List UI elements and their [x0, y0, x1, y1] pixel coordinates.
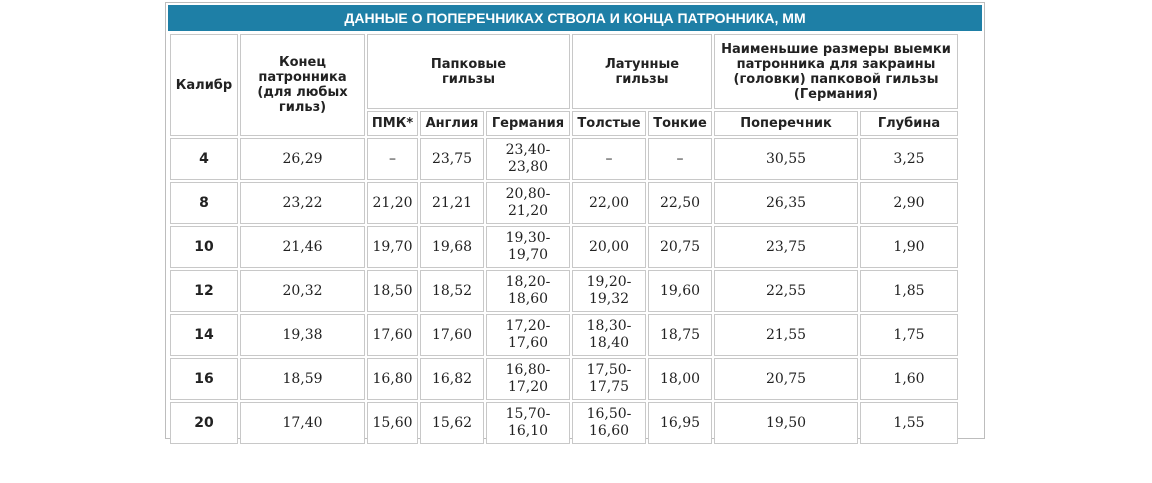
table-row: 12 20,32 18,50 18,52 18,20- 18,60 19,20- 19,32 1…: [170, 270, 958, 312]
cell-caliber: 8: [170, 182, 238, 224]
cell-england: 18,52: [420, 270, 484, 312]
cell-diameter: 26,35: [714, 182, 858, 224]
table-row: 20 17,40 15,60 15,62 15,70- 16,10 16,50- 16,60 1…: [170, 402, 958, 444]
cell-pmk: 19,70: [367, 226, 418, 268]
cell-england: 21,21: [420, 182, 484, 224]
cell-england: 23,75: [420, 138, 484, 180]
cell-germany: 18,20- 18,60: [486, 270, 570, 312]
cell-germany: 20,80- 21,20: [486, 182, 570, 224]
header-rim-recess: Наименьшие размеры выемки патронника для…: [714, 34, 958, 109]
cell-germany: 17,20- 17,60: [486, 314, 570, 356]
table-title: ДАННЫЕ О ПОПЕРЕЧНИКАХ СТВОЛА И КОНЦА ПАТ…: [168, 5, 982, 31]
cell-germany: 23,40- 23,80: [486, 138, 570, 180]
header-chamber-end: Конец патронника (для любых гильз): [240, 34, 365, 136]
cell-thick: 18,30- 18,40: [572, 314, 646, 356]
cell-depth: 1,55: [860, 402, 958, 444]
cell-diameter: 22,55: [714, 270, 858, 312]
cell-thick: –: [572, 138, 646, 180]
cell-caliber: 12: [170, 270, 238, 312]
cell-caliber: 4: [170, 138, 238, 180]
cell-chamber: 20,32: [240, 270, 365, 312]
cell-chamber: 21,46: [240, 226, 365, 268]
cell-thin: 22,50: [648, 182, 712, 224]
cell-pmk: –: [367, 138, 418, 180]
cell-germany: 15,70- 16,10: [486, 402, 570, 444]
table-row: 14 19,38 17,60 17,60 17,20- 17,60 18,30- 18,40 1…: [170, 314, 958, 356]
cell-depth: 3,25: [860, 138, 958, 180]
cell-england: 19,68: [420, 226, 484, 268]
cell-depth: 1,60: [860, 358, 958, 400]
cell-england: 17,60: [420, 314, 484, 356]
cell-pmk: 18,50: [367, 270, 418, 312]
header-row-sub: ПМК* Англия Германия Толстые Тонкие Попе…: [170, 111, 958, 136]
cell-thin: –: [648, 138, 712, 180]
cell-diameter: 23,75: [714, 226, 858, 268]
cell-chamber: 17,40: [240, 402, 365, 444]
header-caliber: Калибр: [170, 34, 238, 136]
cell-thin: 20,75: [648, 226, 712, 268]
table-row: 4 26,29–23,75 23,40- 23,80– –30,55 3,25: [170, 138, 958, 180]
cell-thick: 22,00: [572, 182, 646, 224]
subheader-thin: Тонкие: [648, 111, 712, 136]
cell-england: 15,62: [420, 402, 484, 444]
table-row: 8 23,22 21,20 21,21 20,80- 21,20 22,00 22,50 26,…: [170, 182, 958, 224]
header-brass-cases: Латунные гильзы: [572, 34, 712, 109]
cell-thin: 16,95: [648, 402, 712, 444]
cell-germany: 19,30- 19,70: [486, 226, 570, 268]
cell-thick: 17,50- 17,75: [572, 358, 646, 400]
cell-caliber: 14: [170, 314, 238, 356]
table-row: 16 18,59 16,80 16,82 16,80- 17,20 17,50- 17,75 1…: [170, 358, 958, 400]
subheader-germany: Германия: [486, 111, 570, 136]
header-paper-cases: Папковые гильзы: [367, 34, 570, 109]
cell-caliber: 10: [170, 226, 238, 268]
cell-depth: 1,90: [860, 226, 958, 268]
cell-chamber: 23,22: [240, 182, 365, 224]
cell-chamber: 18,59: [240, 358, 365, 400]
table-panel: ДАННЫЕ О ПОПЕРЕЧНИКАХ СТВОЛА И КОНЦА ПАТ…: [165, 2, 985, 444]
cell-diameter: 30,55: [714, 138, 858, 180]
subheader-depth: Глубина: [860, 111, 958, 136]
cell-thick: 20,00: [572, 226, 646, 268]
cell-thin: 19,60: [648, 270, 712, 312]
subheader-diameter: Поперечник: [714, 111, 858, 136]
cell-diameter: 21,55: [714, 314, 858, 356]
subheader-pmk: ПМК*: [367, 111, 418, 136]
cell-caliber: 16: [170, 358, 238, 400]
cell-pmk: 16,80: [367, 358, 418, 400]
cell-thick: 19,20- 19,32: [572, 270, 646, 312]
cell-caliber: 20: [170, 402, 238, 444]
cell-chamber: 26,29: [240, 138, 365, 180]
cell-thick: 16,50- 16,60: [572, 402, 646, 444]
subheader-thick: Толстые: [572, 111, 646, 136]
cell-diameter: 20,75: [714, 358, 858, 400]
cell-depth: 1,75: [860, 314, 958, 356]
cell-depth: 1,85: [860, 270, 958, 312]
table-body: 4 26,29–23,75 23,40- 23,80– –30,55 3,25 8 23,22…: [170, 138, 958, 444]
subheader-england: Англия: [420, 111, 484, 136]
cell-pmk: 17,60: [367, 314, 418, 356]
cell-pmk: 21,20: [367, 182, 418, 224]
cell-thin: 18,75: [648, 314, 712, 356]
header-row-main: Калибр Конец патронника (для любых гильз…: [170, 34, 958, 136]
cell-pmk: 15,60: [367, 402, 418, 444]
cell-depth: 2,90: [860, 182, 958, 224]
cell-thin: 18,00: [648, 358, 712, 400]
cell-diameter: 19,50: [714, 402, 858, 444]
cell-chamber: 19,38: [240, 314, 365, 356]
caliber-data-table: Калибр Конец патронника (для любых гильз…: [168, 32, 960, 446]
cell-england: 16,82: [420, 358, 484, 400]
table-row: 10 21,46 19,70 19,68 19,30- 19,70 20,00 20,75 23…: [170, 226, 958, 268]
cell-germany: 16,80- 17,20: [486, 358, 570, 400]
